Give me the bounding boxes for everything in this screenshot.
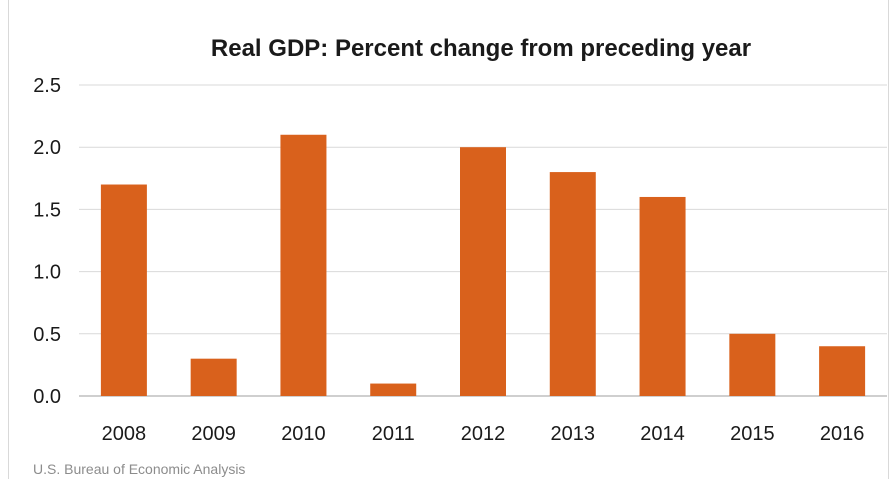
- x-tick-label: 2016: [820, 423, 865, 445]
- x-tick-label: 2009: [191, 423, 236, 445]
- x-tick-label: 2013: [551, 423, 596, 445]
- y-tick-label: 0.0: [33, 386, 61, 408]
- x-tick-label: 2012: [461, 423, 506, 445]
- source-label: U.S. Bureau of Economic Analysis: [33, 461, 245, 477]
- x-tick-label: 2010: [281, 423, 326, 445]
- bar-2011: [370, 383, 417, 396]
- bar-2010: [280, 134, 327, 396]
- bar-2015: [729, 333, 776, 396]
- x-tick-label: 2015: [730, 423, 775, 445]
- y-tick-label: 0.5: [33, 324, 61, 346]
- bar-2013: [549, 172, 596, 396]
- bar-2014: [639, 196, 686, 396]
- bar-2012: [460, 147, 506, 396]
- bar-chart: Real GDP: Percent change from preceding …: [33, 35, 887, 477]
- bar-2009: [190, 358, 237, 396]
- y-axis-tick-labels: 0.0 0.5 1.0 1.5 2.0 2.5: [33, 75, 61, 408]
- x-tick-label: 2008: [102, 423, 147, 445]
- bars: [100, 134, 866, 396]
- chart-frame: Real GDP: Percent change from preceding …: [8, 0, 889, 479]
- chart-title: Real GDP: Percent change from preceding …: [211, 35, 751, 62]
- x-axis-tick-labels: 2008 2009 2010 2011 2012 2013 2014 2015 2016: [102, 423, 865, 445]
- x-tick-label: 2011: [372, 423, 415, 445]
- bar-2016: [819, 346, 866, 396]
- y-tick-label: 1.5: [33, 199, 61, 221]
- y-tick-label: 1.0: [33, 262, 61, 284]
- y-tick-label: 2.0: [33, 137, 61, 159]
- bar-2008: [100, 184, 147, 396]
- y-tick-label: 2.5: [33, 75, 61, 97]
- x-tick-label: 2014: [640, 423, 685, 445]
